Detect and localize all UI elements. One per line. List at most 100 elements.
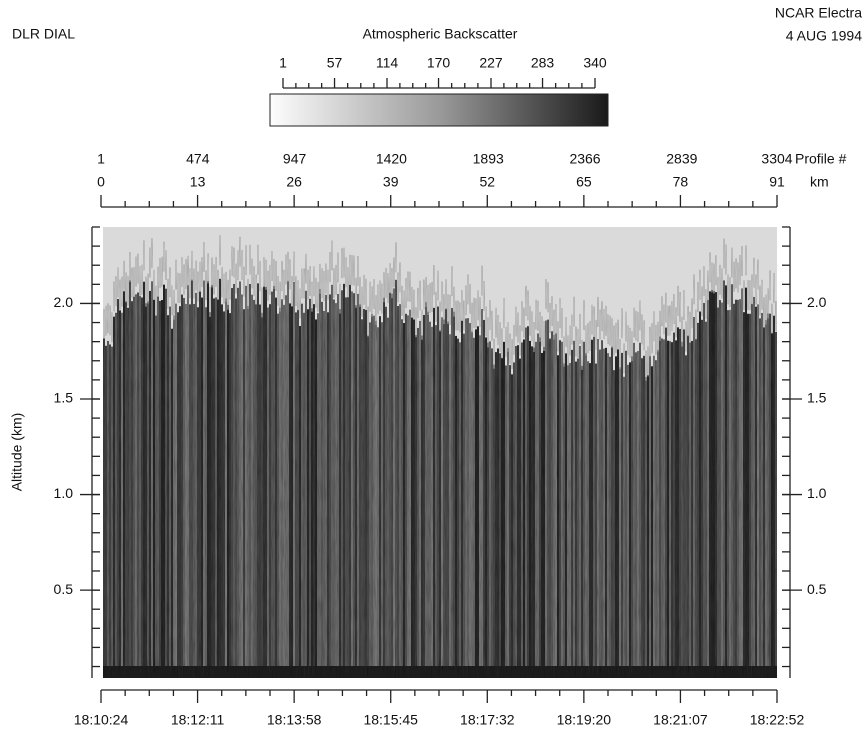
backscatter-column bbox=[163, 284, 165, 668]
backscatter-column bbox=[227, 304, 229, 668]
backscatter-column-top bbox=[565, 317, 567, 348]
backscatter-column-top bbox=[209, 286, 211, 317]
backscatter-column bbox=[545, 320, 547, 668]
backscatter-column-top bbox=[667, 305, 669, 336]
backscatter-column bbox=[773, 315, 775, 668]
backscatter-column-top bbox=[765, 294, 767, 325]
backscatter-column-top bbox=[217, 269, 219, 300]
backscatter-column-top bbox=[231, 245, 233, 276]
backscatter-column bbox=[763, 327, 765, 668]
backscatter-column-top bbox=[127, 275, 129, 306]
backscatter-column bbox=[493, 364, 495, 668]
backscatter-column bbox=[699, 311, 701, 668]
backscatter-column-top bbox=[309, 266, 311, 297]
backscatter-column-top bbox=[193, 268, 195, 299]
backscatter-column bbox=[265, 287, 267, 668]
backscatter-column-top bbox=[203, 241, 205, 272]
backscatter-column-top bbox=[495, 307, 497, 338]
backscatter-column bbox=[575, 361, 577, 668]
backscatter-column-top bbox=[247, 278, 249, 309]
backscatter-column-top bbox=[523, 307, 525, 338]
backscatter-column-top bbox=[345, 257, 347, 288]
backscatter-column-top bbox=[601, 301, 603, 332]
backscatter-column bbox=[597, 338, 599, 668]
backscatter-column bbox=[697, 322, 699, 668]
colorbar-title: Atmospheric Backscatter bbox=[363, 26, 518, 42]
backscatter-column-top bbox=[543, 321, 545, 352]
backscatter-column bbox=[145, 303, 147, 668]
backscatter-column-top bbox=[109, 305, 111, 336]
backscatter-column bbox=[271, 291, 273, 668]
backscatter-column bbox=[495, 352, 497, 668]
backscatter-column bbox=[141, 297, 143, 668]
backscatter-column bbox=[701, 319, 703, 668]
backscatter-column-top bbox=[395, 242, 397, 273]
backscatter-column-top bbox=[579, 313, 581, 344]
backscatter-column-top bbox=[617, 319, 619, 350]
backscatter-column bbox=[615, 356, 617, 668]
backscatter-column-top bbox=[475, 298, 477, 329]
backscatter-column-top bbox=[517, 312, 519, 343]
backscatter-column bbox=[119, 310, 121, 668]
backscatter-column bbox=[601, 340, 603, 668]
backscatter-column-top bbox=[365, 278, 367, 309]
backscatter-column bbox=[567, 365, 569, 668]
backscatter-column bbox=[579, 345, 581, 668]
backscatter-column-top bbox=[625, 311, 627, 342]
backscatter-column bbox=[587, 361, 589, 668]
backscatter-column bbox=[761, 312, 763, 668]
backscatter-column bbox=[257, 283, 259, 668]
backscatter-column bbox=[771, 332, 773, 668]
backscatter-column bbox=[413, 319, 415, 668]
backscatter-column-top bbox=[461, 290, 463, 321]
backscatter-column-top bbox=[369, 281, 371, 312]
backscatter-column bbox=[529, 340, 531, 668]
profile-tick-label: 474 bbox=[186, 151, 210, 167]
backscatter-column-top bbox=[569, 325, 571, 356]
backscatter-column bbox=[159, 300, 161, 668]
backscatter-column-top bbox=[431, 281, 433, 312]
backscatter-column bbox=[297, 309, 299, 668]
backscatter-column bbox=[695, 338, 697, 668]
backscatter-column bbox=[129, 280, 131, 668]
backscatter-column bbox=[595, 363, 597, 668]
backscatter-column bbox=[491, 348, 493, 668]
backscatter-column bbox=[255, 304, 257, 668]
backscatter-column bbox=[461, 320, 463, 668]
backscatter-column-top bbox=[471, 302, 473, 333]
backscatter-column-top bbox=[133, 266, 135, 297]
backscatter-column-top bbox=[513, 324, 515, 355]
backscatter-column-top bbox=[213, 264, 215, 295]
backscatter-column bbox=[175, 303, 177, 668]
backscatter-column bbox=[247, 305, 249, 668]
colorbar-tick-label: 1 bbox=[279, 55, 287, 71]
backscatter-column bbox=[405, 313, 407, 668]
backscatter-column bbox=[203, 280, 205, 668]
backscatter-column bbox=[179, 306, 181, 668]
backscatter-column bbox=[517, 345, 519, 668]
backscatter-column bbox=[653, 355, 655, 668]
backscatter-column-top bbox=[167, 278, 169, 309]
backscatter-column-top bbox=[609, 315, 611, 346]
backscatter-column bbox=[733, 303, 735, 668]
backscatter-column-top bbox=[701, 286, 703, 317]
backscatter-column bbox=[513, 362, 515, 668]
backscatter-column bbox=[241, 294, 243, 668]
km-tick-label: 26 bbox=[286, 174, 302, 190]
backscatter-column bbox=[237, 287, 239, 668]
backscatter-column-top bbox=[243, 266, 245, 297]
backscatter-column-top bbox=[481, 265, 483, 296]
backscatter-column bbox=[269, 304, 271, 668]
backscatter-column-top bbox=[717, 277, 719, 308]
backscatter-column-top bbox=[567, 335, 569, 366]
backscatter-column bbox=[381, 322, 383, 668]
backscatter-column bbox=[401, 319, 403, 668]
backscatter-column bbox=[655, 360, 657, 668]
km-tick-label: 13 bbox=[190, 174, 206, 190]
backscatter-column-top bbox=[629, 327, 631, 358]
backscatter-column-top bbox=[751, 274, 753, 305]
backscatter-column bbox=[691, 340, 693, 668]
backscatter-column-top bbox=[659, 310, 661, 341]
backscatter-column-top bbox=[483, 280, 485, 311]
backscatter-column bbox=[751, 303, 753, 668]
